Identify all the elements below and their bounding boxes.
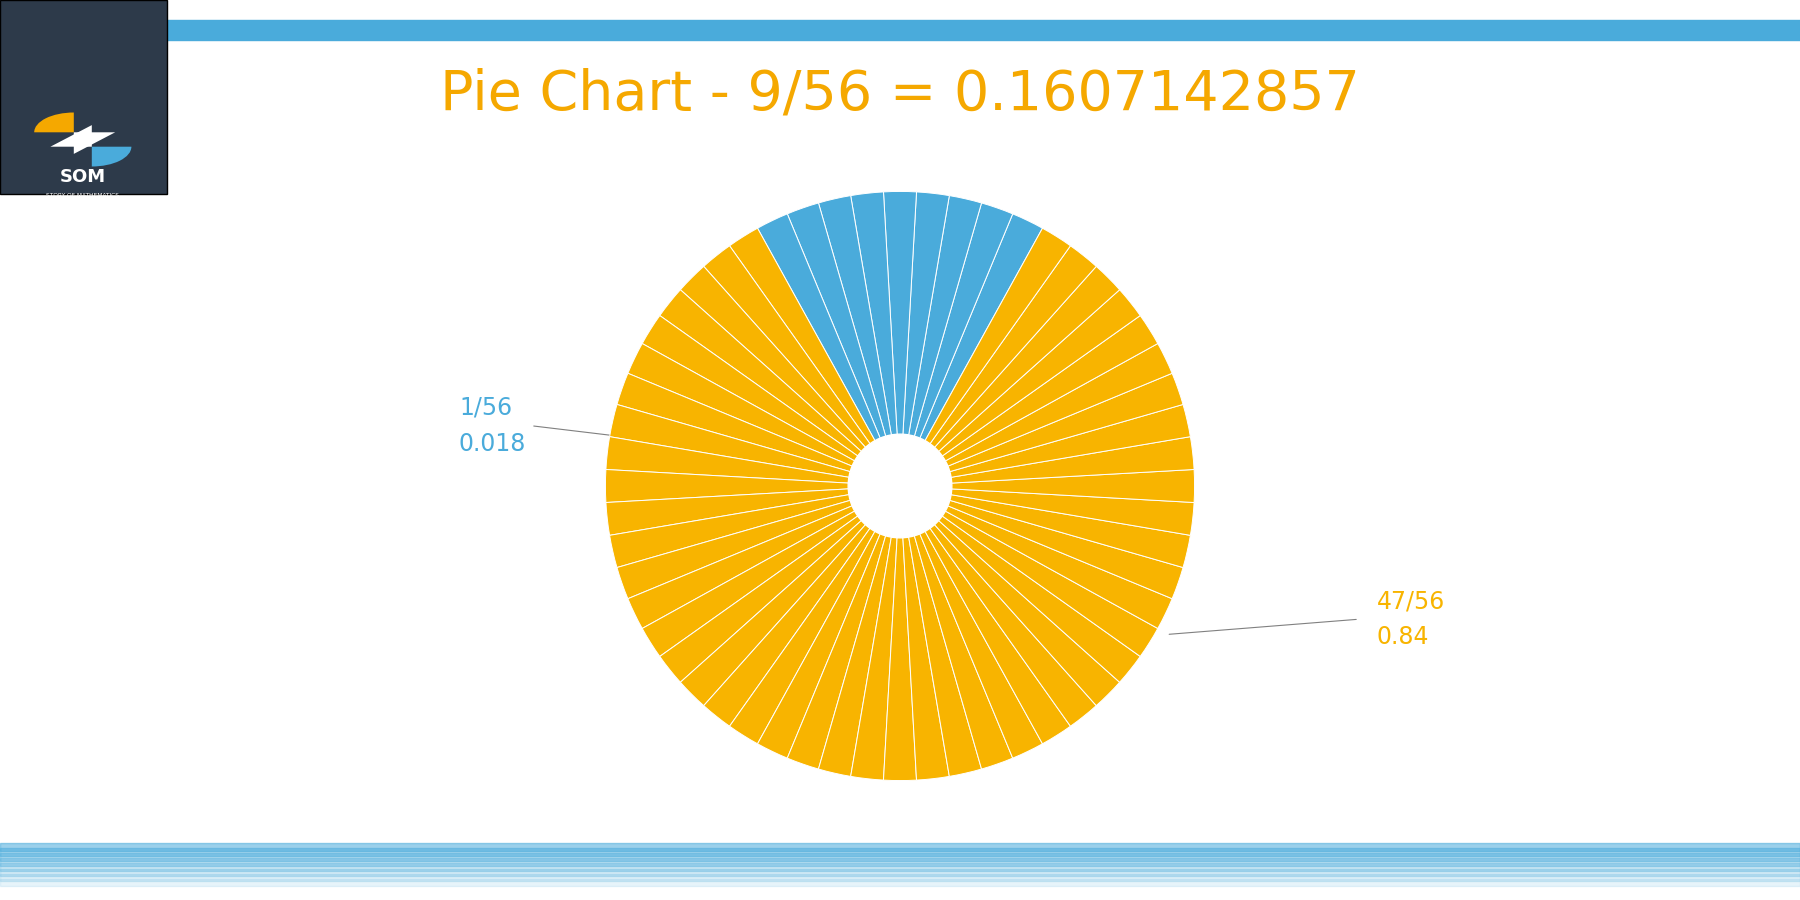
Wedge shape bbox=[34, 112, 74, 132]
Wedge shape bbox=[900, 486, 1193, 536]
Wedge shape bbox=[900, 486, 1013, 769]
Wedge shape bbox=[607, 486, 900, 536]
Polygon shape bbox=[50, 125, 92, 147]
Wedge shape bbox=[758, 214, 900, 486]
Wedge shape bbox=[900, 436, 1193, 486]
Wedge shape bbox=[900, 486, 1190, 568]
Wedge shape bbox=[900, 344, 1172, 486]
Wedge shape bbox=[900, 214, 1042, 486]
Wedge shape bbox=[787, 203, 900, 486]
Wedge shape bbox=[900, 486, 1042, 758]
Wedge shape bbox=[900, 470, 1195, 502]
Wedge shape bbox=[900, 486, 949, 780]
Wedge shape bbox=[787, 486, 900, 769]
Wedge shape bbox=[900, 486, 981, 777]
Text: SOM: SOM bbox=[59, 168, 106, 186]
Wedge shape bbox=[680, 266, 900, 486]
Wedge shape bbox=[900, 316, 1157, 486]
Text: 1/56: 1/56 bbox=[459, 396, 513, 419]
Wedge shape bbox=[819, 486, 900, 777]
Bar bbox=[0, 878, 1800, 886]
Wedge shape bbox=[884, 486, 916, 780]
Text: 0.84: 0.84 bbox=[1377, 626, 1429, 649]
Wedge shape bbox=[900, 290, 1139, 486]
Text: 47/56: 47/56 bbox=[1377, 590, 1445, 613]
Wedge shape bbox=[729, 229, 900, 486]
Wedge shape bbox=[704, 486, 900, 726]
Text: Pie Chart - 9/56 = 0.1607142857: Pie Chart - 9/56 = 0.1607142857 bbox=[439, 68, 1361, 122]
Wedge shape bbox=[900, 486, 1071, 743]
Wedge shape bbox=[884, 192, 916, 486]
Bar bbox=[0, 874, 1800, 881]
Wedge shape bbox=[643, 486, 900, 656]
Bar bbox=[0, 20, 1800, 40]
Wedge shape bbox=[610, 486, 900, 568]
Polygon shape bbox=[74, 132, 115, 154]
Wedge shape bbox=[900, 229, 1071, 486]
Wedge shape bbox=[900, 192, 949, 486]
Wedge shape bbox=[900, 195, 981, 486]
Wedge shape bbox=[900, 486, 1157, 656]
Wedge shape bbox=[851, 486, 900, 780]
Wedge shape bbox=[643, 316, 900, 486]
Bar bbox=[0, 863, 1800, 870]
Wedge shape bbox=[617, 374, 900, 486]
Wedge shape bbox=[900, 486, 1120, 706]
Wedge shape bbox=[900, 486, 1183, 598]
Wedge shape bbox=[628, 344, 900, 486]
Wedge shape bbox=[92, 147, 131, 166]
Wedge shape bbox=[661, 290, 900, 486]
Wedge shape bbox=[617, 486, 900, 598]
Wedge shape bbox=[610, 404, 900, 486]
Wedge shape bbox=[900, 486, 1172, 628]
Wedge shape bbox=[661, 486, 900, 682]
Bar bbox=[0, 853, 1800, 860]
Circle shape bbox=[848, 434, 952, 538]
Wedge shape bbox=[900, 486, 1139, 682]
FancyBboxPatch shape bbox=[0, 0, 167, 194]
Wedge shape bbox=[900, 203, 1013, 486]
Wedge shape bbox=[851, 192, 900, 486]
Bar bbox=[0, 868, 1800, 876]
Wedge shape bbox=[628, 486, 900, 628]
Wedge shape bbox=[605, 470, 900, 502]
Wedge shape bbox=[758, 486, 900, 758]
Wedge shape bbox=[900, 246, 1096, 486]
Wedge shape bbox=[819, 195, 900, 486]
Wedge shape bbox=[900, 266, 1120, 486]
Wedge shape bbox=[704, 246, 900, 486]
Wedge shape bbox=[900, 404, 1190, 486]
Text: STORY OF MATHEMATICS: STORY OF MATHEMATICS bbox=[47, 193, 119, 198]
Text: 0.018: 0.018 bbox=[459, 432, 526, 455]
Wedge shape bbox=[900, 486, 1096, 726]
Bar bbox=[0, 843, 1800, 850]
Wedge shape bbox=[680, 486, 900, 706]
Bar bbox=[0, 849, 1800, 856]
Wedge shape bbox=[729, 486, 900, 743]
Wedge shape bbox=[900, 374, 1183, 486]
Bar bbox=[0, 859, 1800, 866]
Wedge shape bbox=[607, 436, 900, 486]
